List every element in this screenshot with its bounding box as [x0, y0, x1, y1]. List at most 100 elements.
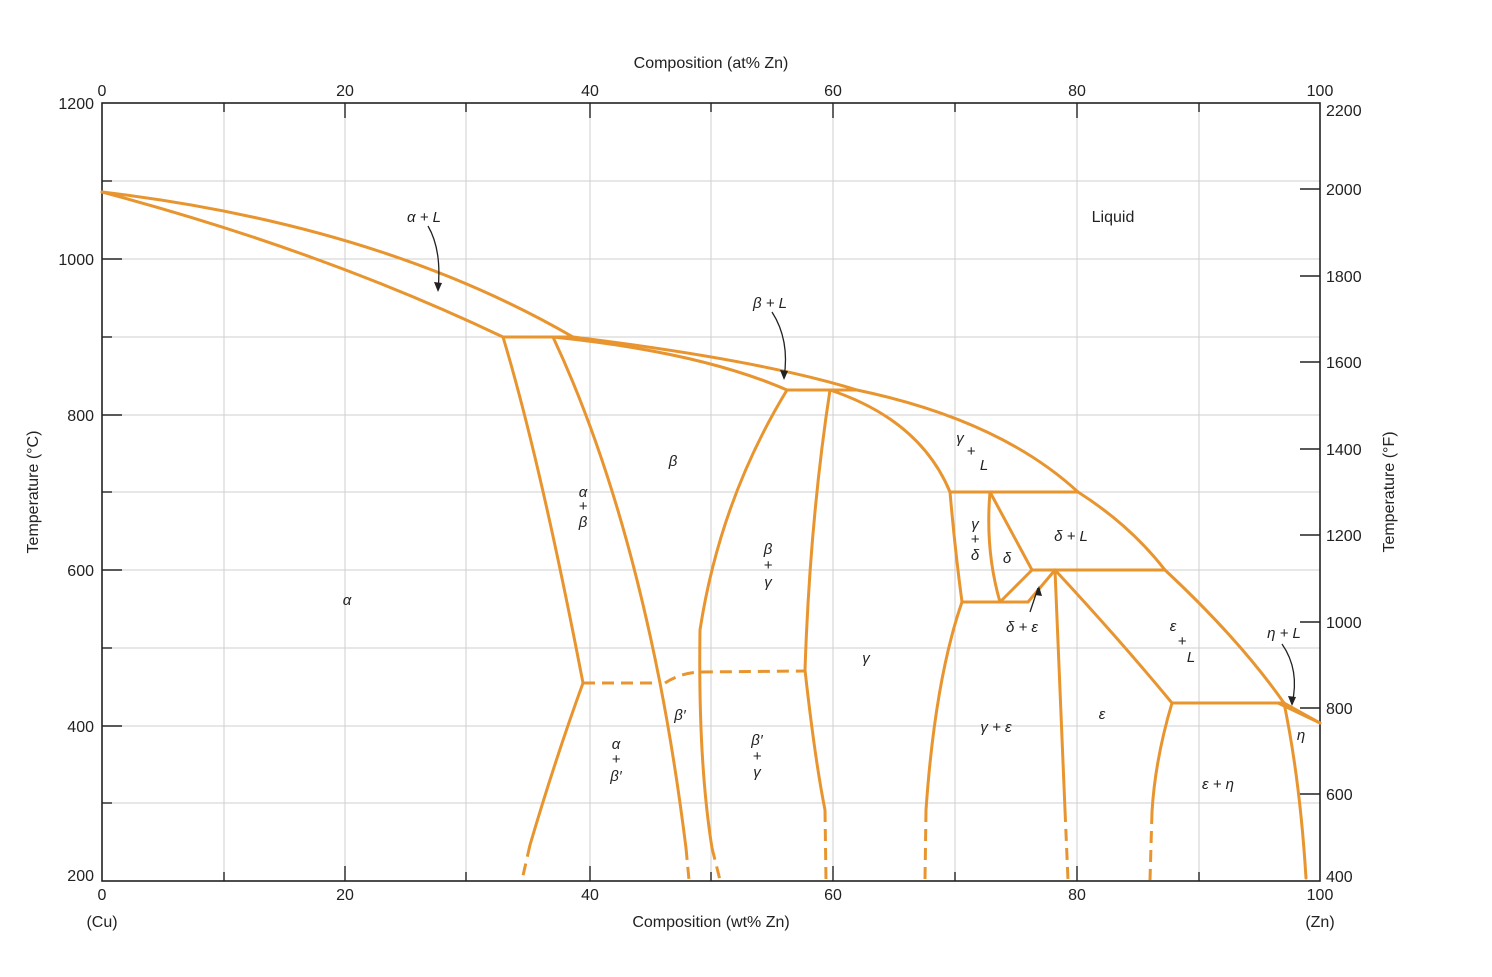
label-gamma-delta-2: +	[971, 531, 980, 548]
label-beta-gamma-3: γ	[764, 574, 773, 591]
eps-right-dashed	[1148, 811, 1154, 881]
label-alpha-beta-3: β	[578, 514, 588, 531]
arrow-eta-L	[1281, 643, 1296, 705]
beta-left-boundary	[551, 335, 688, 850]
label-alpha-beta-1: α	[579, 484, 588, 501]
label-delta: δ	[1003, 550, 1012, 567]
label-gamma-delta-3: δ	[971, 547, 980, 564]
eps-solvus-left	[1053, 568, 1067, 812]
beta-left-dashed	[684, 847, 691, 881]
grid-lines	[102, 103, 1320, 881]
bottom-tick-0: 0	[98, 887, 107, 904]
label-eps-L-1: ε	[1170, 618, 1177, 635]
phase-labels: α + L β + L Liquid α α + β β β + γ γ γ +…	[343, 209, 1305, 793]
arrow-heads	[434, 282, 1296, 706]
left-tick-600: 600	[67, 563, 94, 580]
label-delta-L: δ + L	[1054, 528, 1088, 545]
eta-solvus	[1282, 701, 1308, 880]
label-delta-eps: δ + ε	[1006, 619, 1038, 636]
solidus-gamma	[828, 388, 952, 494]
label-eps: ε	[1099, 706, 1106, 723]
left-tick-200: 200	[67, 868, 94, 885]
label-beta-prime: β′	[673, 707, 687, 724]
gamma-right-dashed	[923, 809, 928, 881]
beta-right-dashed	[710, 847, 722, 881]
label-beta-prime-gamma-1: β′	[750, 732, 764, 749]
label-gamma: γ	[862, 650, 871, 667]
eps-solvus-right	[1150, 701, 1174, 814]
label-gamma-delta-1: γ	[971, 516, 980, 533]
label-eta-L: η + L	[1267, 625, 1301, 642]
pointer-arrows	[427, 225, 1296, 705]
bottom-tick-60: 60	[824, 887, 842, 904]
order-disorder-right	[664, 669, 806, 685]
label-beta-prime-gamma-2: +	[753, 748, 762, 765]
arrow-alpha-L	[427, 225, 440, 291]
right-tick-labels: 2200 2000 1800 1600 1400 1200 1000 800 6…	[1326, 103, 1362, 886]
axis-ticks	[102, 103, 1320, 881]
bottom-tick-20: 20	[336, 887, 354, 904]
gamma-left-boundary	[803, 388, 832, 812]
left-tick-1000: 1000	[58, 252, 94, 269]
liquidus-delta	[1076, 490, 1167, 572]
alpha-solvus	[501, 335, 585, 847]
gamma-right-boundary	[924, 490, 964, 812]
liquidus-beta	[571, 335, 859, 392]
label-alpha-L: α + L	[407, 209, 441, 226]
label-beta-gamma-1: β	[763, 541, 773, 558]
eps-liquidus-right	[1053, 568, 1174, 705]
solidus-alpha	[100, 190, 505, 339]
label-gamma-L-3: L	[980, 457, 988, 474]
bottom-tick-80: 80	[1068, 887, 1086, 904]
top-axis-title: Composition (at% Zn)	[634, 55, 789, 72]
alpha-solvus-dashed	[520, 844, 532, 881]
solidus-beta	[551, 335, 789, 392]
label-alpha-beta-prime-2: +	[612, 751, 621, 768]
label-eta: η	[1297, 727, 1305, 744]
label-beta: β	[668, 453, 678, 470]
label-alpha-beta-prime-3: β′	[609, 768, 623, 785]
bottom-axis-title: Composition (wt% Zn)	[632, 914, 789, 931]
eps-left-dashed	[1063, 809, 1070, 881]
top-tick-labels: 0 20 40 60 80 100	[98, 83, 1334, 100]
left-tick-800: 800	[67, 408, 94, 425]
top-tick-0: 0	[98, 83, 107, 100]
top-tick-60: 60	[824, 83, 842, 100]
label-gamma-L-2: +	[967, 443, 976, 460]
liquidus-alpha	[100, 190, 575, 339]
label-alpha: α	[343, 592, 352, 609]
label-eps-L-3: L	[1187, 649, 1195, 666]
bottom-tick-40: 40	[581, 887, 599, 904]
bottom-tick-100: 100	[1307, 887, 1334, 904]
label-alpha-beta-prime-1: α	[612, 736, 621, 753]
left-tick-labels: 1200 1000 800 600 400 200	[58, 96, 94, 885]
label-gamma-eps: γ + ε	[980, 719, 1012, 736]
top-tick-100: 100	[1307, 83, 1334, 100]
label-eps-L-2: +	[1178, 633, 1187, 650]
element-left-label: (Cu)	[86, 914, 117, 931]
label-beta-prime-gamma-3: γ	[753, 764, 762, 781]
delta-left-boundary	[987, 490, 1002, 604]
right-tick-400: 400	[1326, 869, 1353, 886]
label-alpha-beta-2: +	[579, 498, 588, 515]
left-axis-title: Temperature (°C)	[25, 431, 42, 554]
top-tick-80: 80	[1068, 83, 1086, 100]
label-eps-eta: ε + η	[1202, 776, 1234, 793]
top-tick-20: 20	[336, 83, 354, 100]
bottom-tick-labels: 0 20 40 60 80 100	[98, 887, 1334, 904]
element-right-label: (Zn)	[1305, 914, 1334, 931]
liquidus-eps	[1163, 568, 1286, 705]
phase-boundaries	[100, 190, 1322, 880]
label-beta-L: β + L	[752, 295, 787, 312]
right-tick-1200: 1200	[1326, 528, 1362, 545]
right-tick-1000: 1000	[1326, 615, 1362, 632]
top-tick-40: 40	[581, 83, 599, 100]
delta-upper-boundary	[988, 490, 1034, 572]
right-tick-1600: 1600	[1326, 355, 1362, 372]
label-gamma-L-1: γ	[956, 430, 965, 447]
left-tick-1200: 1200	[58, 96, 94, 113]
left-tick-400: 400	[67, 719, 94, 736]
gamma-left-dashed	[823, 809, 828, 881]
right-tick-800: 800	[1326, 701, 1353, 718]
